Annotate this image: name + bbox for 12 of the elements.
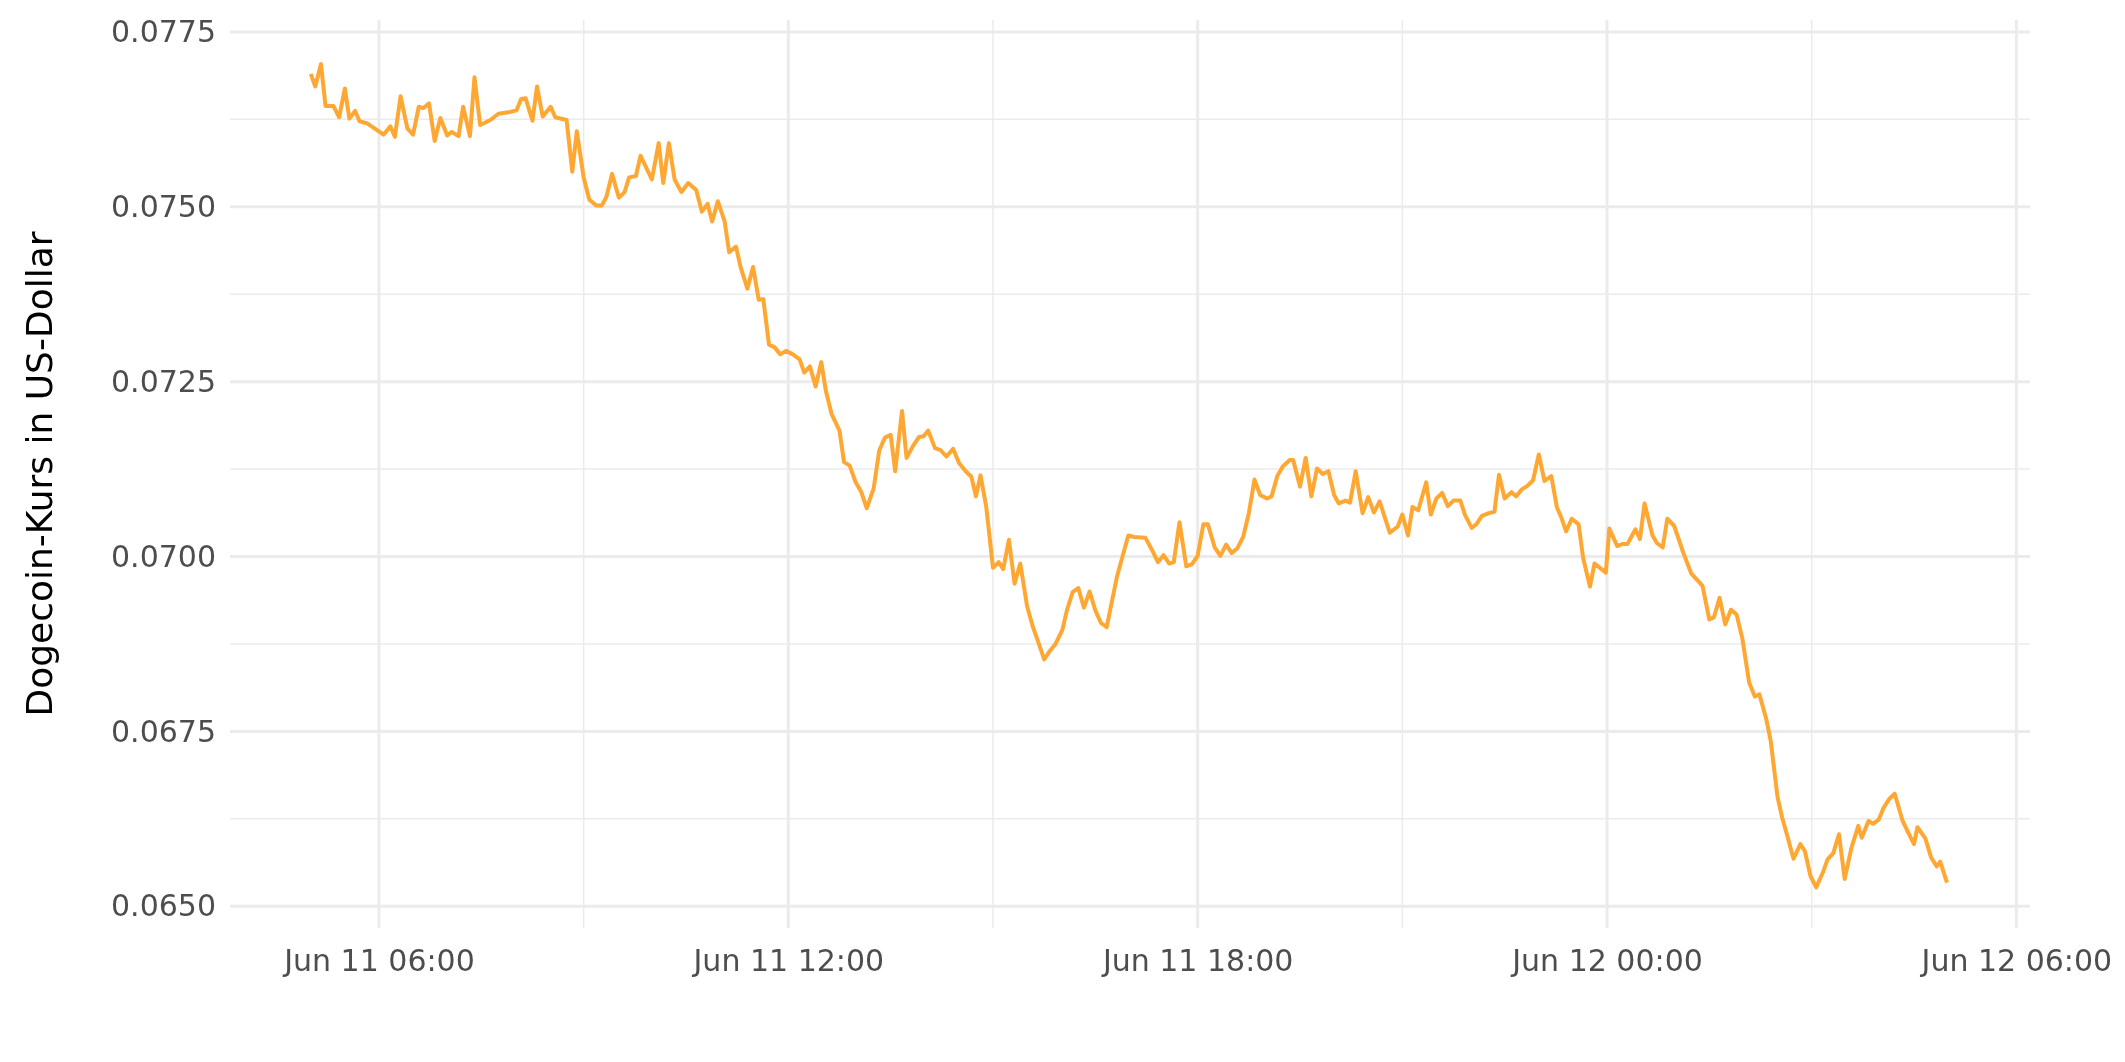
y-tick-label: 0.0675 xyxy=(111,713,216,749)
x-tick-label: Jun 12 06:00 xyxy=(1919,943,2113,979)
x-tick-label: Jun 11 12:00 xyxy=(691,943,885,979)
x-tick-label: Jun 11 06:00 xyxy=(282,943,475,979)
x-tick-label: Jun 11 18:00 xyxy=(1100,943,1294,979)
y-tick-label: 0.0750 xyxy=(111,188,216,224)
y-tick-label: 0.0650 xyxy=(111,888,216,924)
y-axis-title: Dogecoin-Kurs in US-Dollar xyxy=(19,231,60,717)
y-tick-label: 0.0700 xyxy=(111,538,216,574)
x-tick-label: Jun 12 00:00 xyxy=(1510,943,1703,979)
y-tick-label: 0.0775 xyxy=(111,13,216,49)
y-tick-label: 0.0725 xyxy=(111,363,216,399)
